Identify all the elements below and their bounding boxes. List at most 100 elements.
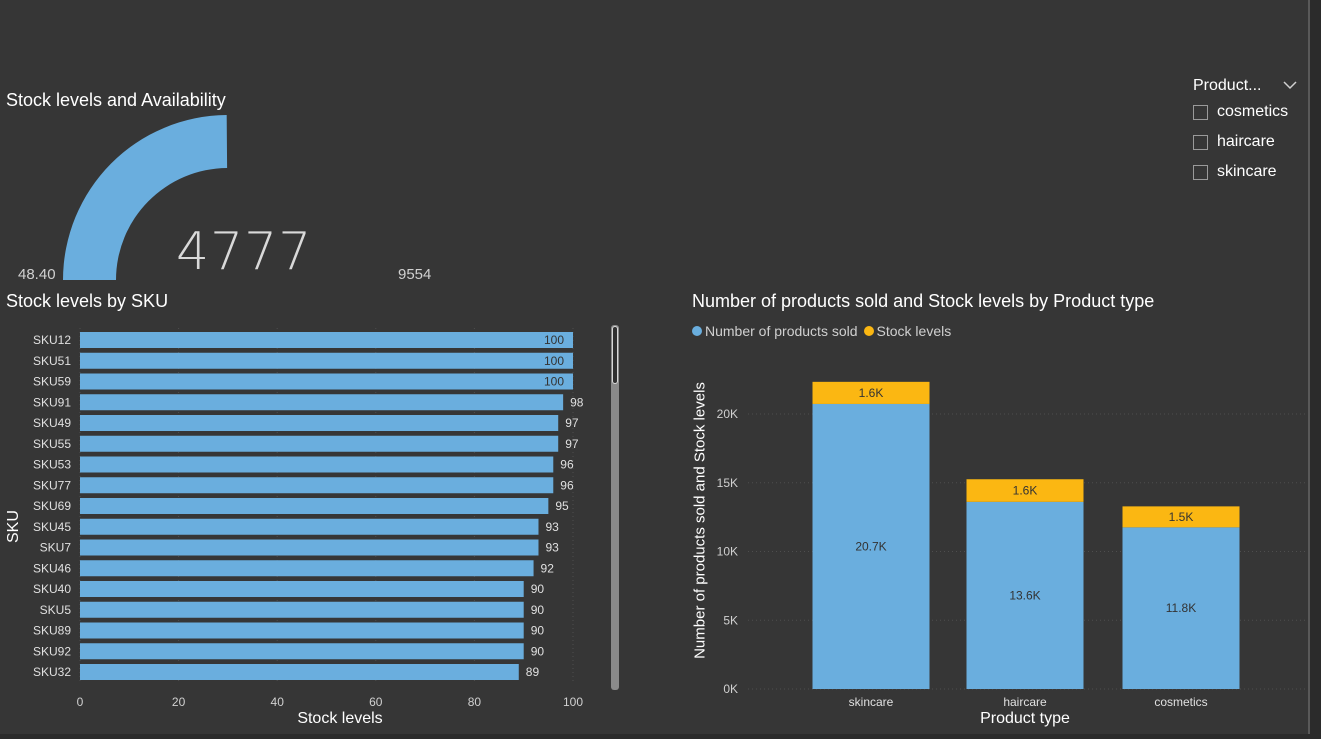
data-label: 90 [531, 644, 545, 658]
stacked-column-chart[interactable]: 0K 5K 10K 15K 20K 20.7K 1.6K skincare 13.6K 1.6K h… [700, 360, 1310, 715]
gauge-max-label: 9554 [398, 266, 432, 283]
bar [80, 394, 564, 411]
x-tick-label: 60 [369, 695, 383, 709]
gauge-value: 4777 [176, 222, 313, 282]
slicer-item-label: haircare [1217, 133, 1275, 150]
gauge-title: Stock levels and Availability [6, 90, 226, 110]
scrollbar-thumb[interactable] [612, 326, 618, 384]
slicer-title: Product... [1193, 77, 1262, 94]
chart-scrollbar[interactable] [611, 325, 619, 690]
data-label: 97 [565, 437, 579, 451]
data-label: 92 [541, 561, 555, 575]
bar [80, 664, 519, 680]
gauge-min-label: 48.40 [18, 266, 56, 283]
y-tick-label: 15K [717, 476, 738, 490]
data-label: 98 [570, 395, 584, 409]
data-label: 13.6K [1009, 588, 1040, 602]
y-tick-label: SKU46 [33, 561, 71, 575]
bar [80, 518, 539, 535]
gauge-chart[interactable] [0, 110, 460, 290]
bar-products-sold [1122, 527, 1240, 689]
y-tick-label: SKU5 [40, 603, 72, 617]
bar [80, 498, 549, 514]
bar [80, 643, 524, 660]
gauge-fill-arc [63, 115, 228, 280]
bar [80, 622, 524, 639]
slicer-item-label: cosmetics [1217, 103, 1289, 120]
legend-dot-stock-levels [863, 326, 874, 336]
data-label: 96 [560, 458, 574, 472]
bottom-frame-border [0, 734, 1321, 739]
checkbox[interactable] [1193, 104, 1208, 120]
data-label: 1.6K [1013, 484, 1038, 498]
y-tick-label: SKU32 [33, 665, 71, 679]
y-tick-label: SKU49 [33, 416, 71, 430]
data-label: 95 [555, 499, 569, 513]
stacked-chart-xlabel: Product type [980, 710, 1070, 727]
chart-legend: Number of products sold Stock levels [692, 323, 951, 339]
bar [80, 352, 573, 369]
x-tick-label: 20 [172, 695, 186, 709]
x-tick-label: 0 [77, 695, 84, 709]
y-tick-label: 10K [717, 545, 738, 559]
bar-stock-levels [1122, 506, 1240, 528]
legend-label: Stock levels [876, 323, 952, 339]
data-label: 90 [531, 624, 545, 638]
bar [80, 581, 524, 597]
data-label: 1.5K [1169, 510, 1194, 524]
stacked-chart-title: Number of products sold and Stock levels… [692, 291, 1155, 311]
sku-bar-chart[interactable]: 0 20 40 60 80 100 SKU12 100 SKU51 100 SKU59 100 SKU9… [0, 320, 600, 715]
bar-stock-levels [966, 479, 1084, 502]
y-tick-label: SKU12 [33, 333, 71, 347]
data-label: 93 [545, 520, 559, 534]
right-frame-border [1308, 0, 1321, 739]
y-tick-label: SKU69 [33, 499, 71, 513]
legend-label: Number of products sold [705, 323, 858, 339]
x-tick-label: haircare [1003, 695, 1047, 709]
bar [80, 332, 573, 348]
data-label: 100 [544, 375, 564, 389]
chevron-down-icon[interactable] [1283, 80, 1297, 90]
y-tick-label: SKU7 [40, 541, 72, 555]
checkbox[interactable] [1193, 164, 1208, 180]
slicer-item-haircare[interactable]: haircare [1193, 133, 1275, 151]
y-tick-label: 20K [717, 407, 738, 421]
data-label: 93 [545, 541, 559, 555]
bar-products-sold [812, 403, 930, 689]
bar-stock-levels [812, 381, 930, 404]
sku-chart-title: Stock levels by SKU [6, 291, 169, 311]
data-label: 20.7K [855, 539, 886, 553]
data-label: 11.8K [1166, 601, 1196, 615]
sku-chart-xlabel: Stock levels [297, 710, 383, 727]
bar [80, 601, 524, 618]
y-tick-label: SKU89 [33, 624, 71, 638]
data-label: 1.6K [859, 386, 884, 400]
bar [80, 477, 554, 494]
y-tick-label: 0K [723, 682, 738, 696]
data-label: 100 [544, 333, 564, 347]
slicer-item-skincare[interactable]: skincare [1193, 163, 1277, 181]
bar [80, 560, 534, 577]
data-label: 89 [526, 665, 540, 679]
y-tick-label: SKU51 [33, 354, 71, 368]
x-tick-label: cosmetics [1154, 695, 1207, 709]
bar [80, 539, 539, 556]
data-label: 100 [544, 354, 564, 368]
x-tick-label: skincare [849, 695, 894, 709]
bar [80, 435, 559, 452]
x-tick-label: 80 [468, 695, 482, 709]
bar-products-sold [966, 501, 1084, 689]
y-tick-label: SKU45 [33, 520, 71, 534]
slicer-item-cosmetics[interactable]: cosmetics [1193, 103, 1288, 121]
y-tick-label: SKU77 [33, 478, 71, 492]
data-label: 96 [560, 478, 574, 492]
y-tick-label: SKU59 [33, 375, 71, 389]
x-tick-label: 100 [563, 695, 583, 709]
slicer-item-label: skincare [1217, 163, 1277, 180]
y-tick-label: 5K [723, 613, 738, 627]
bar [80, 415, 559, 431]
data-label: 90 [531, 603, 545, 617]
data-label: 90 [531, 582, 545, 596]
y-tick-label: SKU91 [33, 395, 71, 409]
checkbox[interactable] [1193, 134, 1208, 150]
